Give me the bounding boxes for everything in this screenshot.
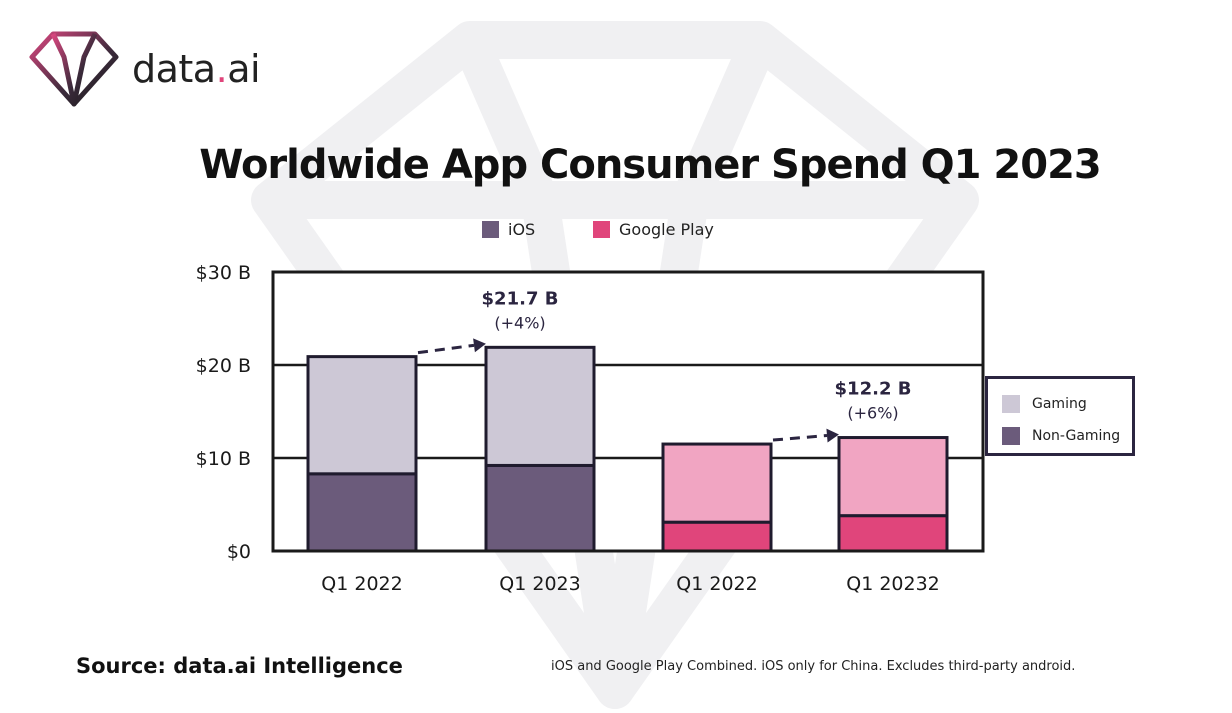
brand-wordmark: data.ai	[132, 47, 261, 91]
legend-swatch-google-play	[593, 221, 610, 238]
diamond-logo-icon	[29, 31, 119, 107]
legend-swatch-gaming	[1002, 395, 1020, 413]
growth-arrow-head	[473, 338, 486, 353]
x-tick-label: Q1 2022	[321, 573, 402, 595]
bar-non-gaming-1	[484, 463, 596, 553]
source-label: Source: data.ai Intelligence	[76, 654, 403, 678]
bar-gaming-2	[661, 442, 773, 524]
brand-name-dot: .	[215, 47, 228, 91]
growth-percent-label: (+4%)	[494, 313, 545, 332]
segment-legend: Gaming Non-Gaming	[985, 376, 1135, 456]
brand-logo: data.ai	[28, 30, 261, 108]
legend-label-ios: iOS	[508, 220, 536, 239]
growth-arrow-line	[417, 343, 475, 355]
brand-name-part2: ai	[227, 47, 261, 91]
growth-arrow-line	[772, 434, 828, 442]
legend-swatch-non-gaming	[1002, 427, 1020, 445]
y-tick-label: $30 B	[196, 262, 251, 284]
x-tick-label: Q1 20232	[846, 573, 940, 595]
bar-non-gaming-2	[661, 520, 773, 553]
y-tick-label: $10 B	[196, 448, 251, 470]
bar-non-gaming-3	[837, 514, 949, 553]
bar-gaming-3	[837, 436, 949, 518]
legend-item-non-gaming: Non-Gaming	[1002, 427, 1120, 445]
total-value-label: $21.7 B	[482, 288, 559, 309]
bar-non-gaming-0	[306, 472, 418, 553]
bar-gaming-0	[306, 355, 418, 476]
footnote: iOS and Google Play Combined. iOS only f…	[551, 659, 1076, 674]
bar-gaming-1	[484, 345, 596, 467]
growth-percent-label: (+6%)	[847, 404, 898, 423]
y-tick-label: $0	[227, 541, 251, 563]
growth-arrow-head	[826, 428, 839, 443]
x-tick-label: Q1 2022	[676, 573, 757, 595]
y-tick-label: $20 B	[196, 355, 251, 377]
brand-name-part1: data	[132, 47, 216, 91]
plot-border	[271, 270, 985, 553]
x-tick-label: Q1 2023	[499, 573, 580, 595]
total-value-label: $12.2 B	[835, 379, 912, 400]
legend-label-google-play: Google Play	[619, 220, 714, 239]
legend-item-google-play: Google Play	[593, 220, 714, 239]
chart-title: Worldwide App Consumer Spend Q1 2023	[199, 142, 1102, 188]
legend-item-gaming: Gaming	[1002, 395, 1087, 413]
legend-swatch-ios	[482, 221, 499, 238]
legend-label-gaming: Gaming	[1032, 396, 1087, 412]
legend-item-ios: iOS	[482, 220, 535, 239]
legend-label-non-gaming: Non-Gaming	[1032, 428, 1121, 444]
